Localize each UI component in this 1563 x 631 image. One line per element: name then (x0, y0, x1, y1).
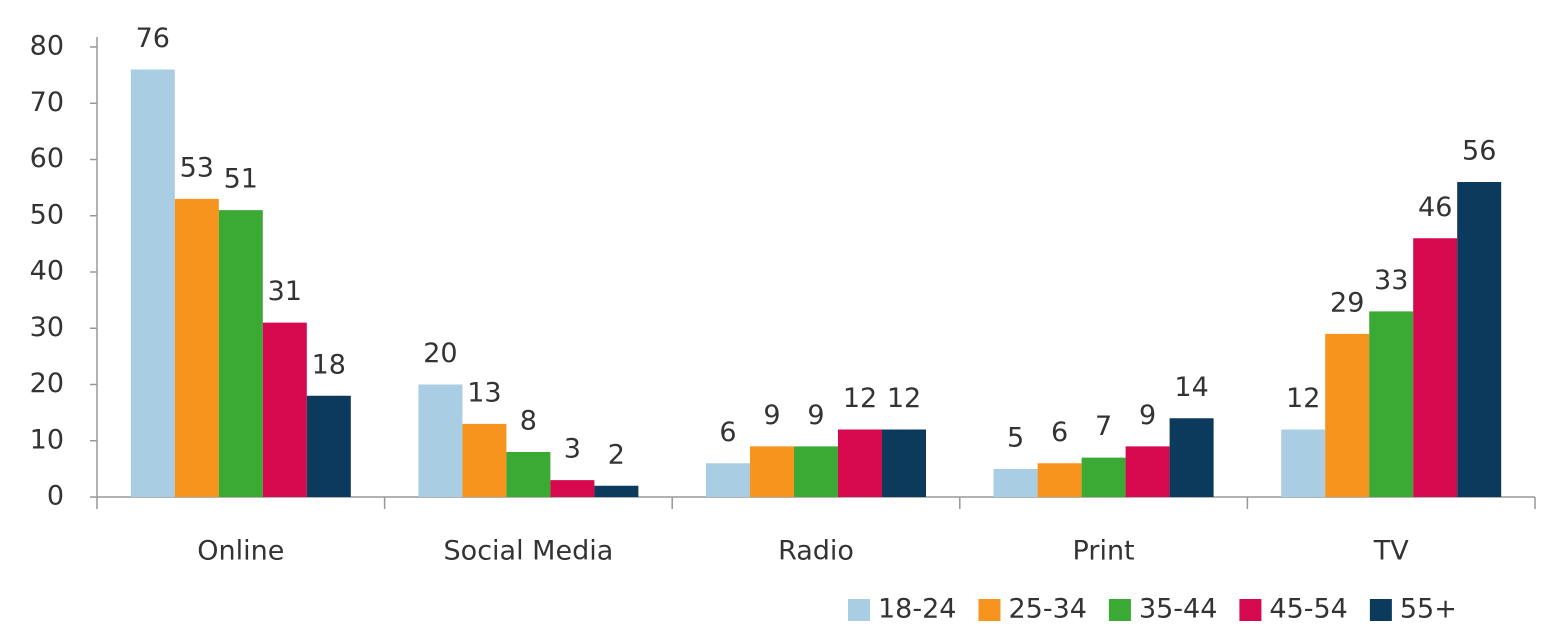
bar (1169, 418, 1214, 497)
data-label: 31 (268, 276, 302, 307)
data-label: 6 (1051, 417, 1068, 448)
x-tick-label: Radio (778, 536, 854, 567)
bar (1413, 238, 1458, 497)
x-tick-label: Social Media (444, 536, 614, 567)
legend-label: 55+ (1400, 594, 1457, 625)
bar (550, 480, 595, 497)
data-label: 18 (312, 349, 346, 380)
data-label: 12 (887, 383, 921, 414)
data-label: 51 (224, 164, 258, 195)
x-tick-label: Online (197, 536, 284, 567)
legend-swatch (1108, 599, 1131, 621)
bar (506, 452, 551, 497)
bar (418, 384, 463, 497)
legend-swatch (848, 599, 870, 621)
data-label: 13 (467, 377, 501, 408)
legend-swatch (1239, 599, 1262, 621)
y-tick-label: 60 (30, 143, 64, 174)
bar (306, 395, 351, 497)
bar (130, 69, 175, 497)
bar (174, 198, 219, 497)
legend-swatch (1369, 599, 1392, 621)
data-label: 76 (136, 23, 170, 54)
legend-label: 25-34 (1008, 594, 1086, 625)
data-label: 8 (520, 406, 537, 437)
bar (462, 423, 507, 497)
bar (594, 485, 639, 497)
y-tick-label: 70 (30, 87, 64, 118)
data-label: 12 (843, 383, 877, 414)
data-label: 9 (1139, 400, 1156, 431)
data-label: 9 (807, 400, 824, 431)
legend-swatch (978, 599, 1001, 621)
bar (706, 463, 750, 497)
bar (1281, 429, 1326, 497)
x-tick-label: TV (1373, 536, 1409, 567)
data-label: 53 (180, 152, 214, 183)
bar (1125, 446, 1170, 497)
data-label: 3 (564, 434, 581, 465)
bar (1081, 457, 1126, 497)
bar (262, 322, 307, 497)
bar (794, 446, 838, 497)
bar (1037, 463, 1082, 497)
y-tick-label: 20 (30, 368, 64, 399)
bar (1369, 311, 1414, 497)
y-tick-label: 80 (30, 31, 64, 62)
data-label: 9 (763, 400, 780, 431)
y-tick-label: 50 (30, 199, 64, 230)
bar (1325, 333, 1370, 497)
data-label: 56 (1462, 136, 1496, 167)
bar (1457, 182, 1502, 497)
y-tick-label: 30 (30, 312, 64, 343)
legend-label: 18-24 (878, 594, 956, 625)
bar (750, 446, 794, 497)
data-label: 5 (1007, 422, 1024, 453)
data-label: 6 (719, 417, 736, 448)
y-tick-label: 10 (30, 424, 64, 455)
y-tick-label: 0 (47, 481, 64, 512)
x-tick-label: Print (1073, 536, 1135, 567)
legend-label: 45-54 (1269, 594, 1347, 625)
bar (838, 429, 882, 497)
data-label: 14 (1174, 372, 1208, 403)
bar (993, 468, 1038, 497)
data-label: 2 (608, 439, 625, 470)
y-tick-label: 40 (30, 256, 64, 287)
bar (218, 210, 263, 497)
bar (882, 429, 926, 497)
data-label: 20 (423, 338, 457, 369)
data-label: 46 (1418, 192, 1452, 223)
data-label: 12 (1286, 383, 1320, 414)
legend-label: 35-44 (1139, 594, 1217, 625)
data-label: 33 (1374, 265, 1408, 296)
data-label: 29 (1330, 287, 1364, 318)
data-label: 7 (1095, 411, 1112, 442)
